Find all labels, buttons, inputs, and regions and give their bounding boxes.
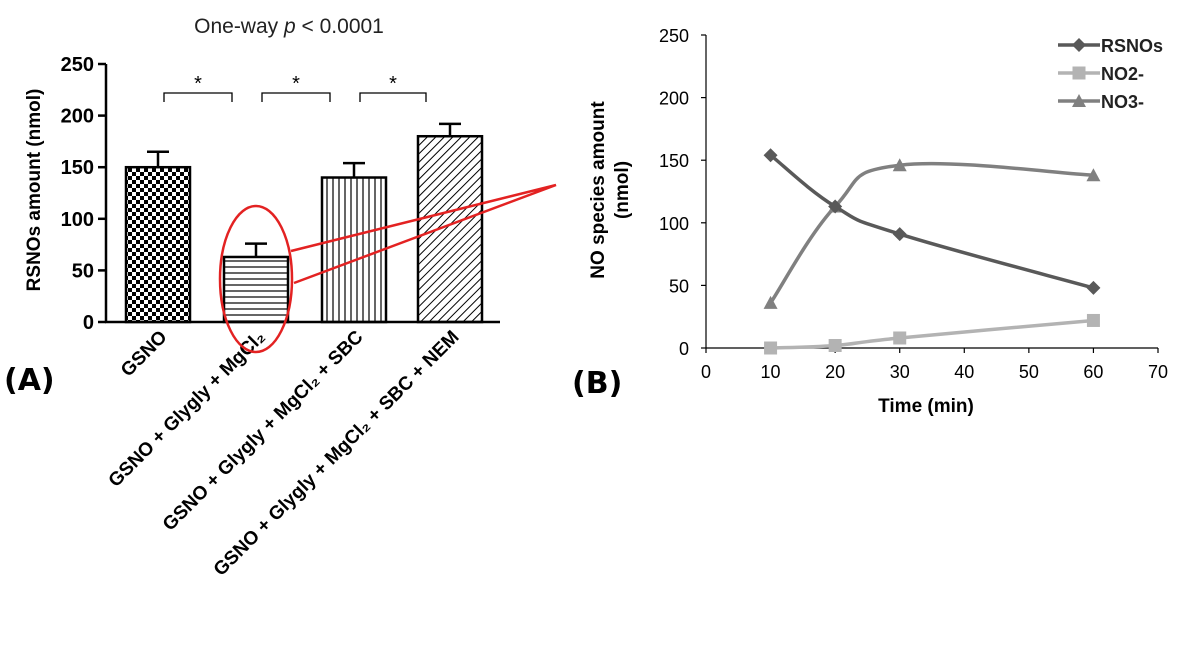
b-data-point: [892, 158, 907, 172]
b-legend-marker: [1072, 94, 1086, 107]
b-x-tick-label: 0: [701, 362, 711, 382]
a-category-label: GSNO: [117, 327, 171, 381]
b-data-point: [828, 338, 842, 352]
b-data-point: [763, 295, 778, 309]
panel-a: One-way p < 0.0001 RSNOs amount (nmol) 0…: [4, 15, 500, 580]
b-y-tick-label: 0: [679, 339, 689, 359]
a-y-tick-label: 100: [61, 209, 94, 231]
b-x-tick-label: 20: [825, 362, 845, 382]
a-y-tick-label: 150: [61, 157, 94, 179]
a-y-tick-label: 0: [83, 312, 94, 334]
b-x-tick-label: 10: [761, 362, 781, 382]
callout-line: [290, 183, 557, 285]
b-series-line: [769, 161, 1094, 304]
b-y-tick-label: 250: [659, 26, 689, 46]
b-x-tick-label: 50: [1019, 362, 1039, 382]
b-legend-label: RSNOs: [1101, 36, 1163, 56]
b-x-tick-label: 30: [890, 362, 910, 382]
a-category-label: GSNO + Glygly + MgCl₂: [105, 327, 270, 492]
b-data-point: [1086, 280, 1101, 295]
b-y-tick-label: 50: [669, 276, 689, 296]
b-data-point: [1086, 168, 1101, 182]
a-bar: [320, 176, 388, 324]
b-x-tick-label: 70: [1148, 362, 1168, 382]
a-category-label: GSNO + Glygly + MgCl₂ + SBC: [159, 326, 368, 535]
panel-a-y-axis-label: RSNOs amount (nmol): [24, 89, 45, 292]
b-data-point: [892, 227, 907, 242]
callout-ellipse: [218, 204, 294, 354]
a-significance-star: *: [292, 73, 300, 95]
a-significance-bracket: [359, 92, 427, 102]
b-data-point: [893, 331, 907, 345]
a-bar: [416, 134, 484, 324]
b-x-tick-label: 40: [954, 362, 974, 382]
b-legend-label: NO3-: [1101, 92, 1144, 112]
b-data-point: [1086, 313, 1100, 327]
a-bar: [222, 255, 290, 324]
a-significance-star: *: [389, 73, 397, 95]
b-legend-marker: [1072, 66, 1086, 80]
b-y-tick-label: 100: [659, 214, 689, 234]
a-significance-star: *: [194, 73, 202, 95]
b-y-tick-label: 200: [659, 89, 689, 109]
b-legend-marker: [1072, 38, 1086, 52]
panel-b-letter: (B): [572, 366, 622, 401]
callout-annotation: [218, 183, 557, 354]
b-x-tick-label: 60: [1083, 362, 1103, 382]
b-data-point: [828, 199, 843, 214]
panel-b: NO species amount (nmol) 050100150200250…: [572, 26, 1168, 417]
b-series-line: [770, 318, 1094, 350]
a-y-tick-label: 50: [72, 260, 94, 282]
panel-b-x-axis-label: Time (min): [878, 396, 974, 417]
panel-a-title: One-way p < 0.0001: [194, 15, 384, 38]
b-data-point: [764, 341, 778, 355]
panel-b-y-axis-label-line2: (nmol): [612, 161, 633, 219]
b-y-tick-label: 150: [659, 151, 689, 171]
b-series-line: [769, 153, 1094, 290]
a-significance-bracket: [163, 92, 233, 102]
panel-b-y-axis-label-line1: NO species amount: [588, 101, 609, 279]
a-y-tick-label: 250: [61, 54, 94, 76]
a-y-tick-label: 200: [61, 106, 94, 128]
a-significance-bracket: [261, 92, 331, 102]
panel-a-letter: (A): [4, 363, 55, 398]
a-bar: [124, 165, 192, 324]
b-legend-label: NO2-: [1101, 64, 1144, 84]
b-data-point: [763, 148, 778, 163]
